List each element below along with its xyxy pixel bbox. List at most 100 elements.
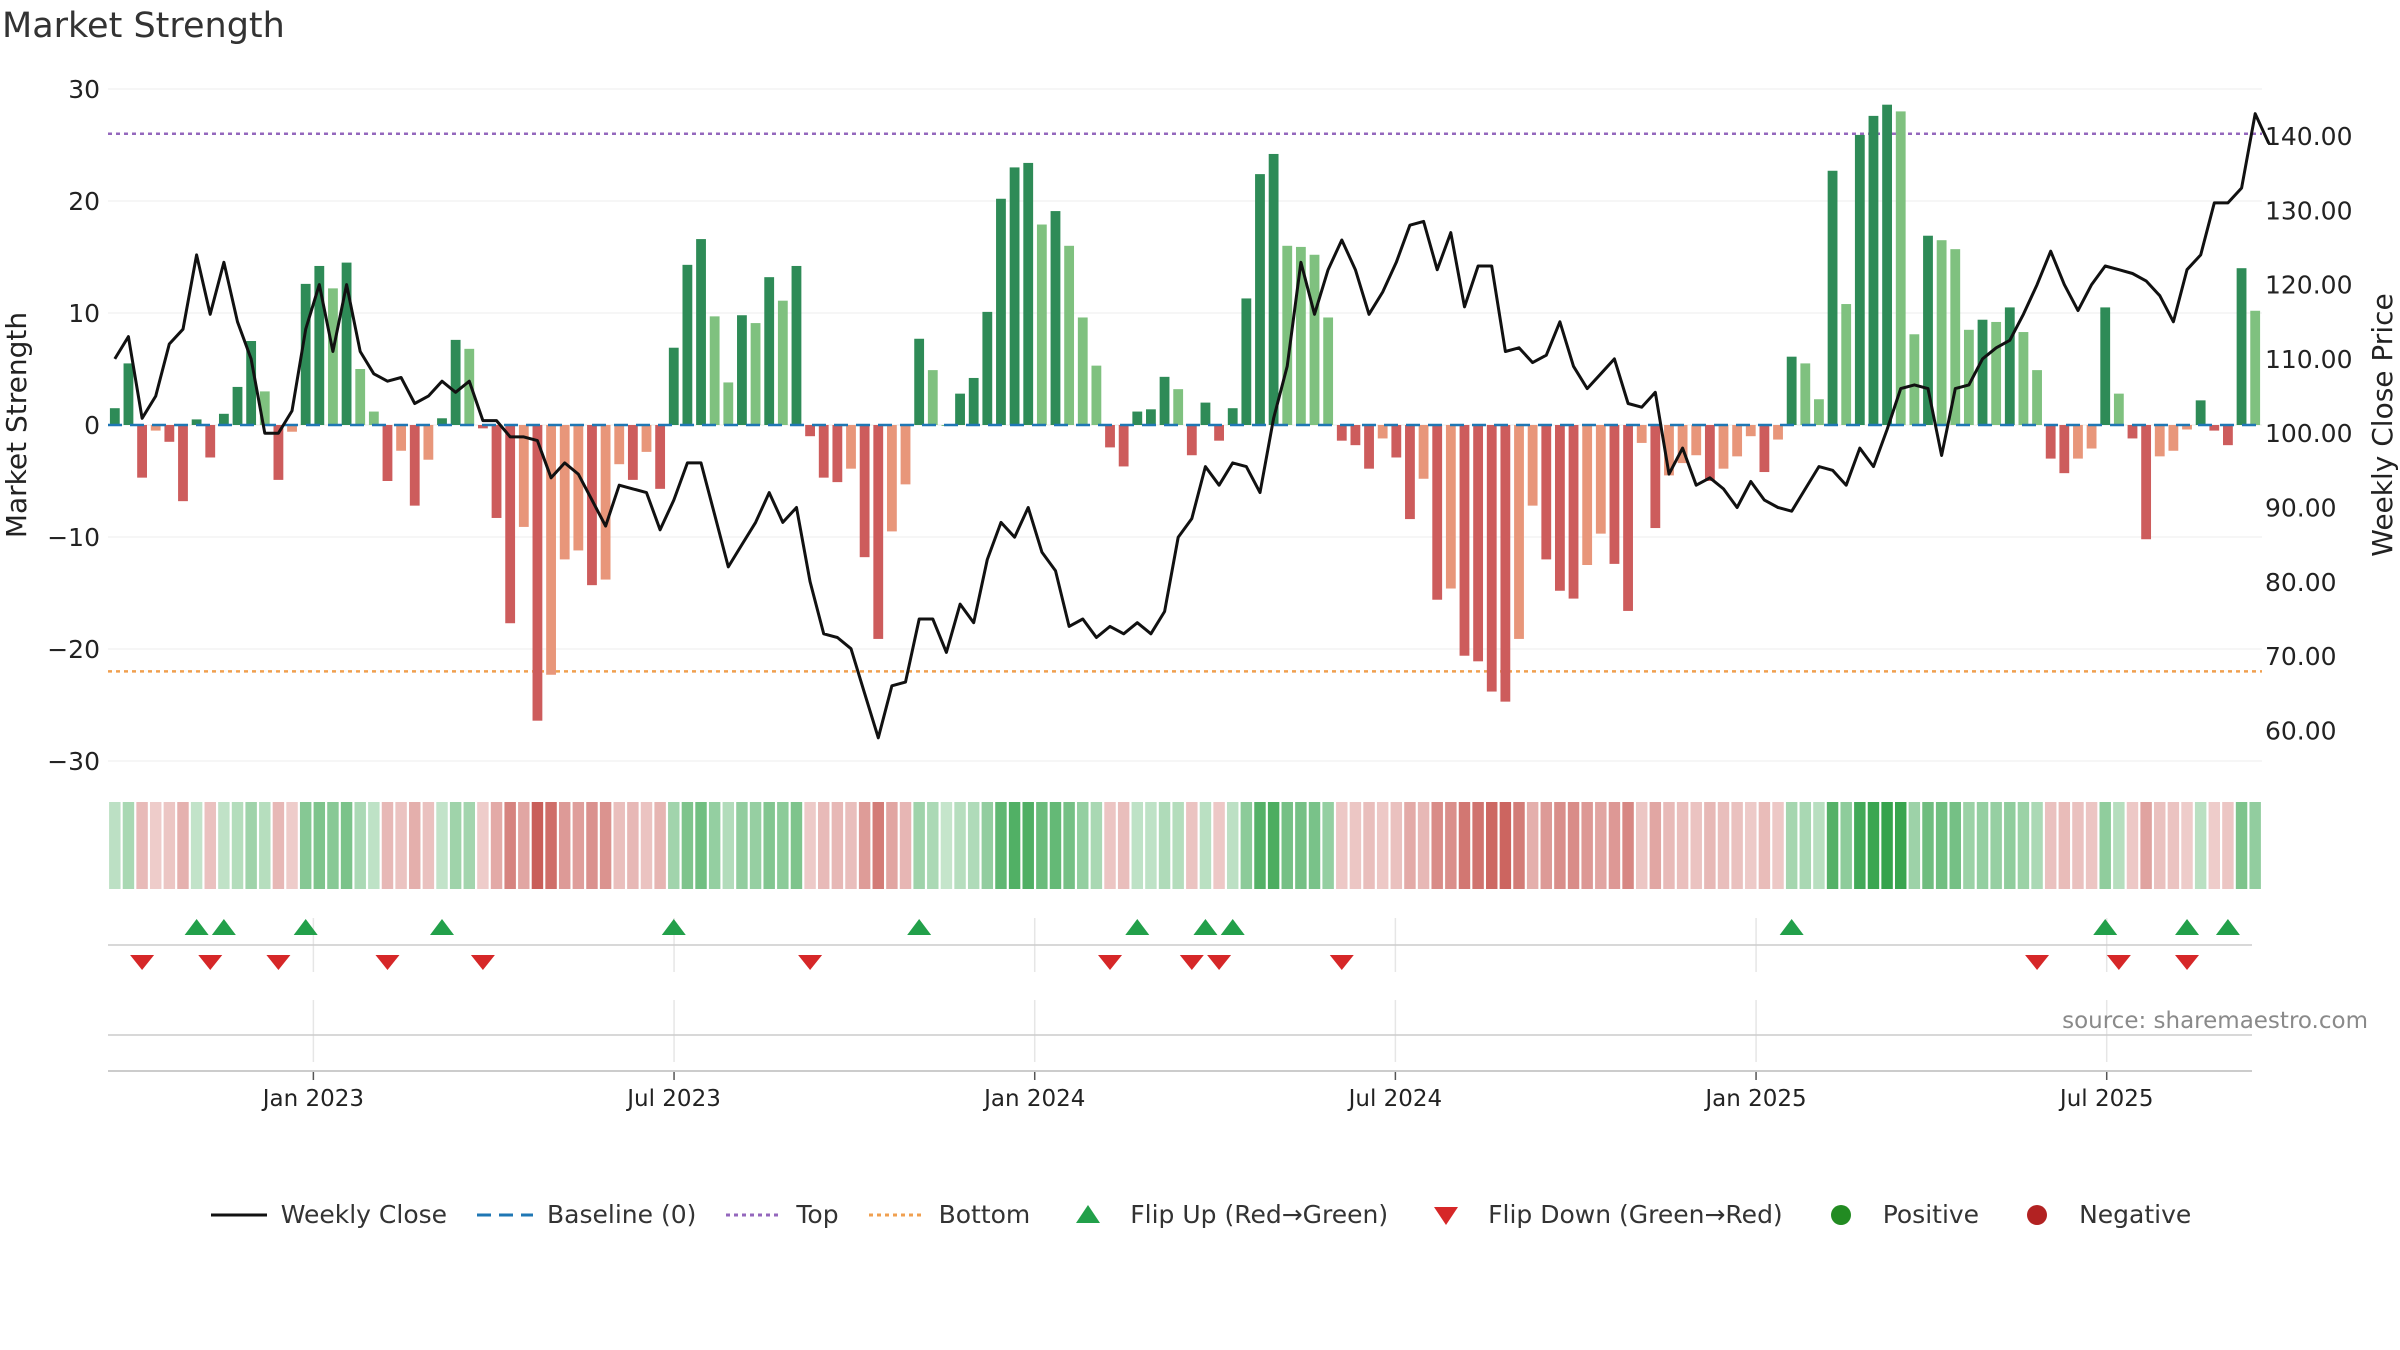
strength-bar	[2073, 425, 2083, 459]
heat-cell	[1581, 802, 1593, 889]
heat-cell	[122, 802, 135, 889]
strength-bar	[927, 370, 938, 425]
strength-bar	[1418, 425, 1429, 479]
legend-flip-down[interactable]: Flip Down (Green→Red)	[1416, 1200, 1783, 1229]
strength-bar	[886, 425, 897, 532]
heat-cell	[531, 802, 544, 889]
strength-bar	[723, 382, 734, 425]
heat-cell	[1690, 802, 1702, 889]
heat-cell	[886, 802, 898, 889]
x-tick-label: Jul 2025	[2058, 1086, 2154, 1112]
strength-bar	[423, 425, 434, 460]
heat-cell	[1445, 802, 1457, 889]
strength-bar	[1091, 365, 1102, 425]
strength-bar	[1854, 134, 1865, 426]
heat-cell	[749, 802, 762, 889]
strength-bar	[1214, 425, 1224, 441]
dotted-line-swatch-icon	[726, 1213, 783, 1216]
strength-bar	[2141, 425, 2152, 540]
heat-cell	[1349, 802, 1362, 889]
strength-bar	[1077, 317, 1088, 425]
heat-cell	[368, 802, 380, 889]
heat-cell	[1472, 802, 1484, 889]
heat-cell	[477, 802, 489, 889]
strength-bar	[859, 425, 870, 558]
legend-positive[interactable]: Positive	[1811, 1200, 1979, 1229]
strength-bar	[1200, 402, 1211, 425]
heat-cell	[1963, 802, 1975, 889]
triangle-up-icon	[1076, 1204, 1101, 1223]
legend-label: Bottom	[938, 1200, 1031, 1229]
legend-baseline[interactable]: Baseline (0)	[475, 1200, 696, 1229]
strength-bar	[1323, 317, 1334, 425]
heat-cell	[1676, 802, 1689, 889]
heat-cell	[2044, 802, 2057, 889]
heat-cell	[313, 802, 326, 889]
heat-cell	[790, 802, 803, 889]
strength-bar	[1514, 425, 1524, 639]
strength-bar	[1963, 329, 1974, 425]
dotted-line-swatch-icon	[868, 1213, 925, 1216]
heat-cell	[1077, 802, 1089, 889]
heat-cell	[1063, 802, 1075, 889]
legend-negative[interactable]: Negative	[2007, 1200, 2191, 1229]
heat-cell	[2004, 802, 2016, 889]
heat-cell	[1567, 802, 1580, 889]
heat-cell	[627, 802, 639, 889]
legend-label: Flip Up (Red→Green)	[1130, 1200, 1389, 1229]
strength-bar	[1350, 425, 1361, 446]
triangle-down-icon	[1434, 1206, 1459, 1225]
heat-cell	[2099, 802, 2111, 889]
x-tick-label: Jan 2024	[982, 1086, 1085, 1112]
strength-bar	[873, 425, 884, 639]
legend-flip-up[interactable]: Flip Up (Red→Green)	[1058, 1200, 1388, 1229]
heat-cell	[1908, 802, 1921, 889]
strength-bar	[1227, 408, 1238, 425]
legend-weekly-close[interactable]: Weekly Close	[209, 1200, 447, 1229]
source-note: source: sharemaestro.com	[2062, 1008, 2368, 1034]
y2-tick-label: 80.00	[2265, 568, 2337, 597]
weekly-close-line	[113, 112, 2271, 740]
heat-cell	[1772, 802, 1784, 889]
heat-cell	[2194, 802, 2207, 889]
legend-label: Baseline (0)	[547, 1200, 697, 1229]
strength-bar	[409, 425, 420, 506]
flip-up-marker	[661, 919, 686, 935]
heat-cell	[1622, 802, 1634, 889]
flip-down-marker	[798, 955, 823, 970]
heat-cell	[2140, 802, 2152, 889]
strength-bar	[1759, 425, 1770, 473]
strength-bar	[518, 425, 529, 527]
strength-bar	[709, 316, 720, 425]
heat-cell	[995, 802, 1007, 889]
legend-top[interactable]: Top	[724, 1200, 839, 1229]
flip-down-marker	[266, 955, 291, 970]
legend-label: Negative	[2079, 1200, 2192, 1229]
heat-cell	[1935, 802, 1948, 889]
legend-bottom[interactable]: Bottom	[867, 1200, 1031, 1229]
strength-bar	[1064, 245, 1075, 425]
heat-cell	[1554, 802, 1566, 889]
y2-tick-label: 110.00	[2265, 345, 2352, 374]
strength-bar	[2182, 425, 2192, 430]
y2-tick-label: 100.00	[2265, 419, 2352, 448]
strength-bar	[1105, 425, 1115, 448]
heat-cell	[395, 802, 407, 889]
heat-cell	[136, 802, 148, 889]
heat-cell	[1404, 802, 1416, 889]
heat-cell	[245, 802, 257, 889]
strength-bar	[1623, 425, 1633, 611]
heat-cell	[1376, 802, 1389, 889]
heat-cell	[2208, 802, 2221, 889]
strength-bar	[655, 425, 666, 489]
strength-bar	[1977, 319, 1988, 425]
heat-cell	[572, 802, 585, 889]
flip-up-marker	[1125, 919, 1150, 935]
heat-cell	[818, 802, 830, 889]
strength-bar	[450, 339, 461, 425]
strength-bar	[1814, 399, 1824, 425]
strength-bar	[1377, 425, 1388, 439]
y-axis-title: Market Strength	[0, 312, 33, 538]
heat-cell	[1172, 802, 1184, 889]
